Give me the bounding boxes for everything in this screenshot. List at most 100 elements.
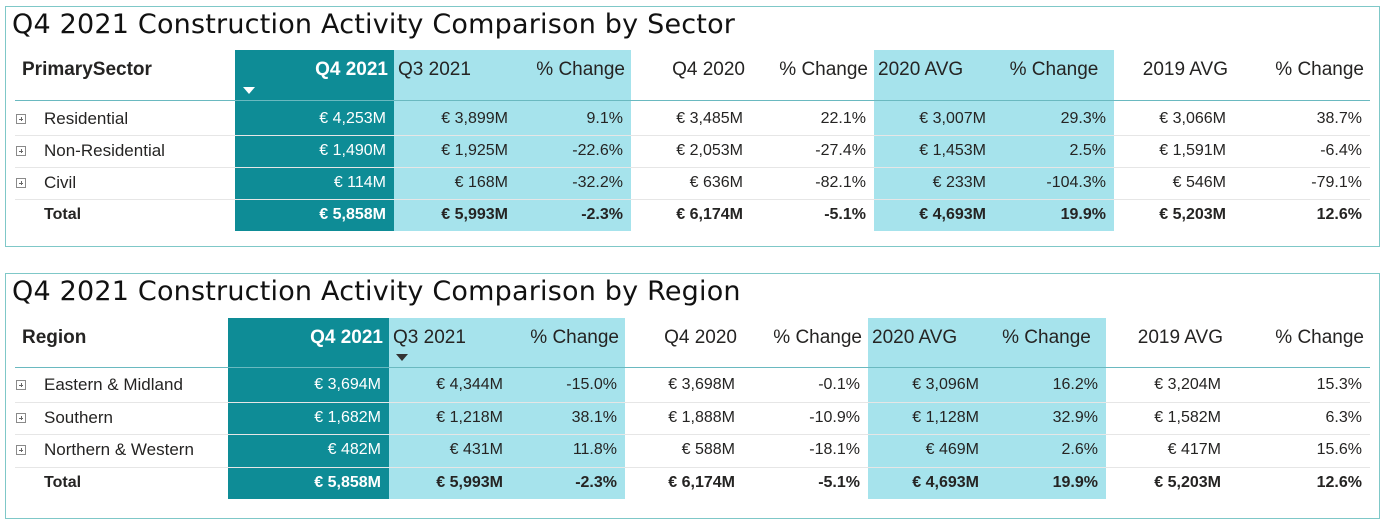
cell-text: € 417M: [1167, 441, 1221, 458]
cell-text: 19.9%: [1052, 473, 1098, 491]
sector-value-cell: € 114M: [235, 168, 394, 198]
cell-text: € 5,993M: [436, 473, 503, 491]
region-sort-indicator-icon[interactable]: [396, 354, 408, 361]
region-column-highlight: [511, 318, 625, 499]
cell-text: € 5,858M: [314, 473, 381, 491]
cell-text: 38.7%: [1316, 110, 1362, 127]
region-header-5[interactable]: % Change: [773, 327, 862, 348]
region-header-1[interactable]: Q4 2021: [310, 327, 383, 348]
sector-header-8[interactable]: 2019 AVG: [1142, 59, 1228, 80]
cell-text: 12.6%: [1316, 206, 1362, 223]
cell-text: € 1,453M: [919, 142, 986, 159]
sector-value-cell: -79.1%: [1234, 167, 1370, 199]
sector-header-7[interactable]: % Change: [1009, 59, 1099, 80]
sector-value-cell: € 4,253M: [235, 104, 394, 134]
sector-value-cell: € 3,066M: [1114, 103, 1234, 135]
region-value-cell: € 1,218M: [389, 402, 511, 435]
region-row-expand-icon[interactable]: [16, 380, 26, 390]
cell-text: 15.3%: [1316, 376, 1362, 393]
sector-row-expand-icon[interactable]: [16, 178, 26, 188]
sector-value-cell: 19.9%: [994, 199, 1114, 231]
region-value-cell: € 3,694M: [228, 370, 389, 401]
sector-header-4[interactable]: Q4 2020: [672, 59, 745, 80]
sector-total-label: Total: [44, 206, 82, 223]
region-header-7[interactable]: % Change: [1002, 327, 1091, 348]
region-header-2[interactable]: Q3 2021: [393, 327, 466, 348]
region-header-6[interactable]: 2020 AVG: [872, 327, 958, 348]
cell-text: € 233M: [932, 174, 986, 191]
cell-text: 29.3%: [1060, 110, 1106, 127]
region-header-4[interactable]: Q4 2020: [664, 327, 737, 348]
sector-header-3[interactable]: % Change: [536, 59, 625, 80]
region-value-cell: -0.1%: [743, 369, 868, 402]
sector-header-6[interactable]: 2020 AVG: [878, 59, 964, 80]
sector-value-cell: 22.1%: [751, 103, 874, 135]
region-header-8[interactable]: 2019 AVG: [1137, 327, 1223, 348]
cell-text: -5.1%: [824, 206, 866, 223]
sector-column-highlight: [394, 50, 516, 231]
sector-table-visual: Q4 2021 Construction Activity Comparison…: [5, 6, 1380, 247]
region-value-cell: € 4,693M: [868, 467, 987, 500]
region-header-9[interactable]: % Change: [1275, 327, 1364, 348]
region-value-cell: -15.0%: [511, 369, 625, 402]
cell-text: -32.2%: [572, 174, 623, 191]
cell-text: € 3,096M: [912, 376, 979, 393]
sector-header-5[interactable]: % Change: [779, 59, 868, 80]
cell-text: -0.1%: [818, 376, 860, 393]
region-row-divider: [15, 434, 1370, 435]
cell-text: € 469M: [925, 441, 979, 458]
cell-text: € 5,203M: [1159, 206, 1226, 223]
region-value-cell: € 469M: [868, 434, 987, 467]
region-value-cell: € 5,203M: [1106, 467, 1229, 500]
sector-row-expand-icon[interactable]: [16, 114, 26, 124]
sector-value-cell: € 6,174M: [631, 199, 751, 231]
region-row-divider: [15, 401, 1370, 403]
region-value-cell: € 1,582M: [1106, 402, 1229, 435]
cell-text: -79.1%: [1311, 174, 1362, 191]
region-header-3[interactable]: % Change: [530, 327, 619, 348]
sector-value-cell: € 1,490M: [235, 136, 394, 166]
cell-text: € 5,993M: [441, 206, 508, 223]
region-table-visual: Q4 2021 Construction Activity Comparison…: [5, 273, 1380, 519]
cell-text: 19.9%: [1060, 206, 1106, 223]
sector-header-0[interactable]: PrimarySector: [22, 59, 152, 80]
cell-text: € 546M: [1172, 174, 1226, 191]
region-value-cell: 11.8%: [511, 434, 625, 467]
cell-text: 16.2%: [1052, 376, 1098, 393]
region-value-cell: € 4,344M: [389, 369, 511, 402]
sector-row-label: Non-Residential: [44, 141, 165, 160]
sector-row-expand-icon[interactable]: [16, 146, 26, 156]
region-value-cell: € 431M: [389, 434, 511, 467]
region-value-cell: 38.1%: [511, 402, 625, 435]
cell-text: -2.3%: [575, 473, 617, 491]
region-value-cell: -10.9%: [743, 402, 868, 435]
region-header-0[interactable]: Region: [22, 327, 87, 348]
cell-text: € 1,582M: [1154, 408, 1221, 426]
cell-text: € 1,925M: [441, 142, 508, 159]
sector-row-divider: [15, 199, 1370, 200]
sector-value-cell: -32.2%: [516, 167, 631, 199]
region-row-expand-icon[interactable]: [16, 445, 26, 455]
sector-header-2[interactable]: Q3 2021: [398, 59, 471, 80]
region-value-cell: € 1,682M: [228, 402, 389, 433]
region-value-cell: € 1,888M: [625, 402, 743, 435]
region-value-cell: € 482M: [228, 435, 389, 466]
cell-text: € 3,698M: [668, 376, 735, 393]
cell-text: -5.1%: [818, 473, 860, 491]
sector-column-highlight: [994, 50, 1114, 231]
sector-value-cell: € 636M: [631, 167, 751, 199]
sector-value-cell: -104.3%: [994, 167, 1114, 199]
sector-value-cell: € 233M: [874, 167, 994, 199]
sector-header-9[interactable]: % Change: [1275, 59, 1364, 80]
cell-text: € 3,066M: [1159, 110, 1226, 127]
sector-row-label: Residential: [44, 109, 129, 128]
cell-text: € 4,253M: [319, 110, 386, 127]
region-value-cell: 16.2%: [987, 369, 1106, 402]
sector-header-1[interactable]: Q4 2021: [315, 59, 388, 80]
region-row-expand-icon[interactable]: [16, 412, 26, 423]
sector-value-cell: € 3,007M: [874, 103, 994, 135]
cell-text: € 4,344M: [436, 376, 503, 393]
sector-sort-indicator-icon[interactable]: [243, 87, 255, 94]
sector-value-cell: 29.3%: [994, 103, 1114, 135]
cell-text: € 4,693M: [912, 473, 979, 491]
